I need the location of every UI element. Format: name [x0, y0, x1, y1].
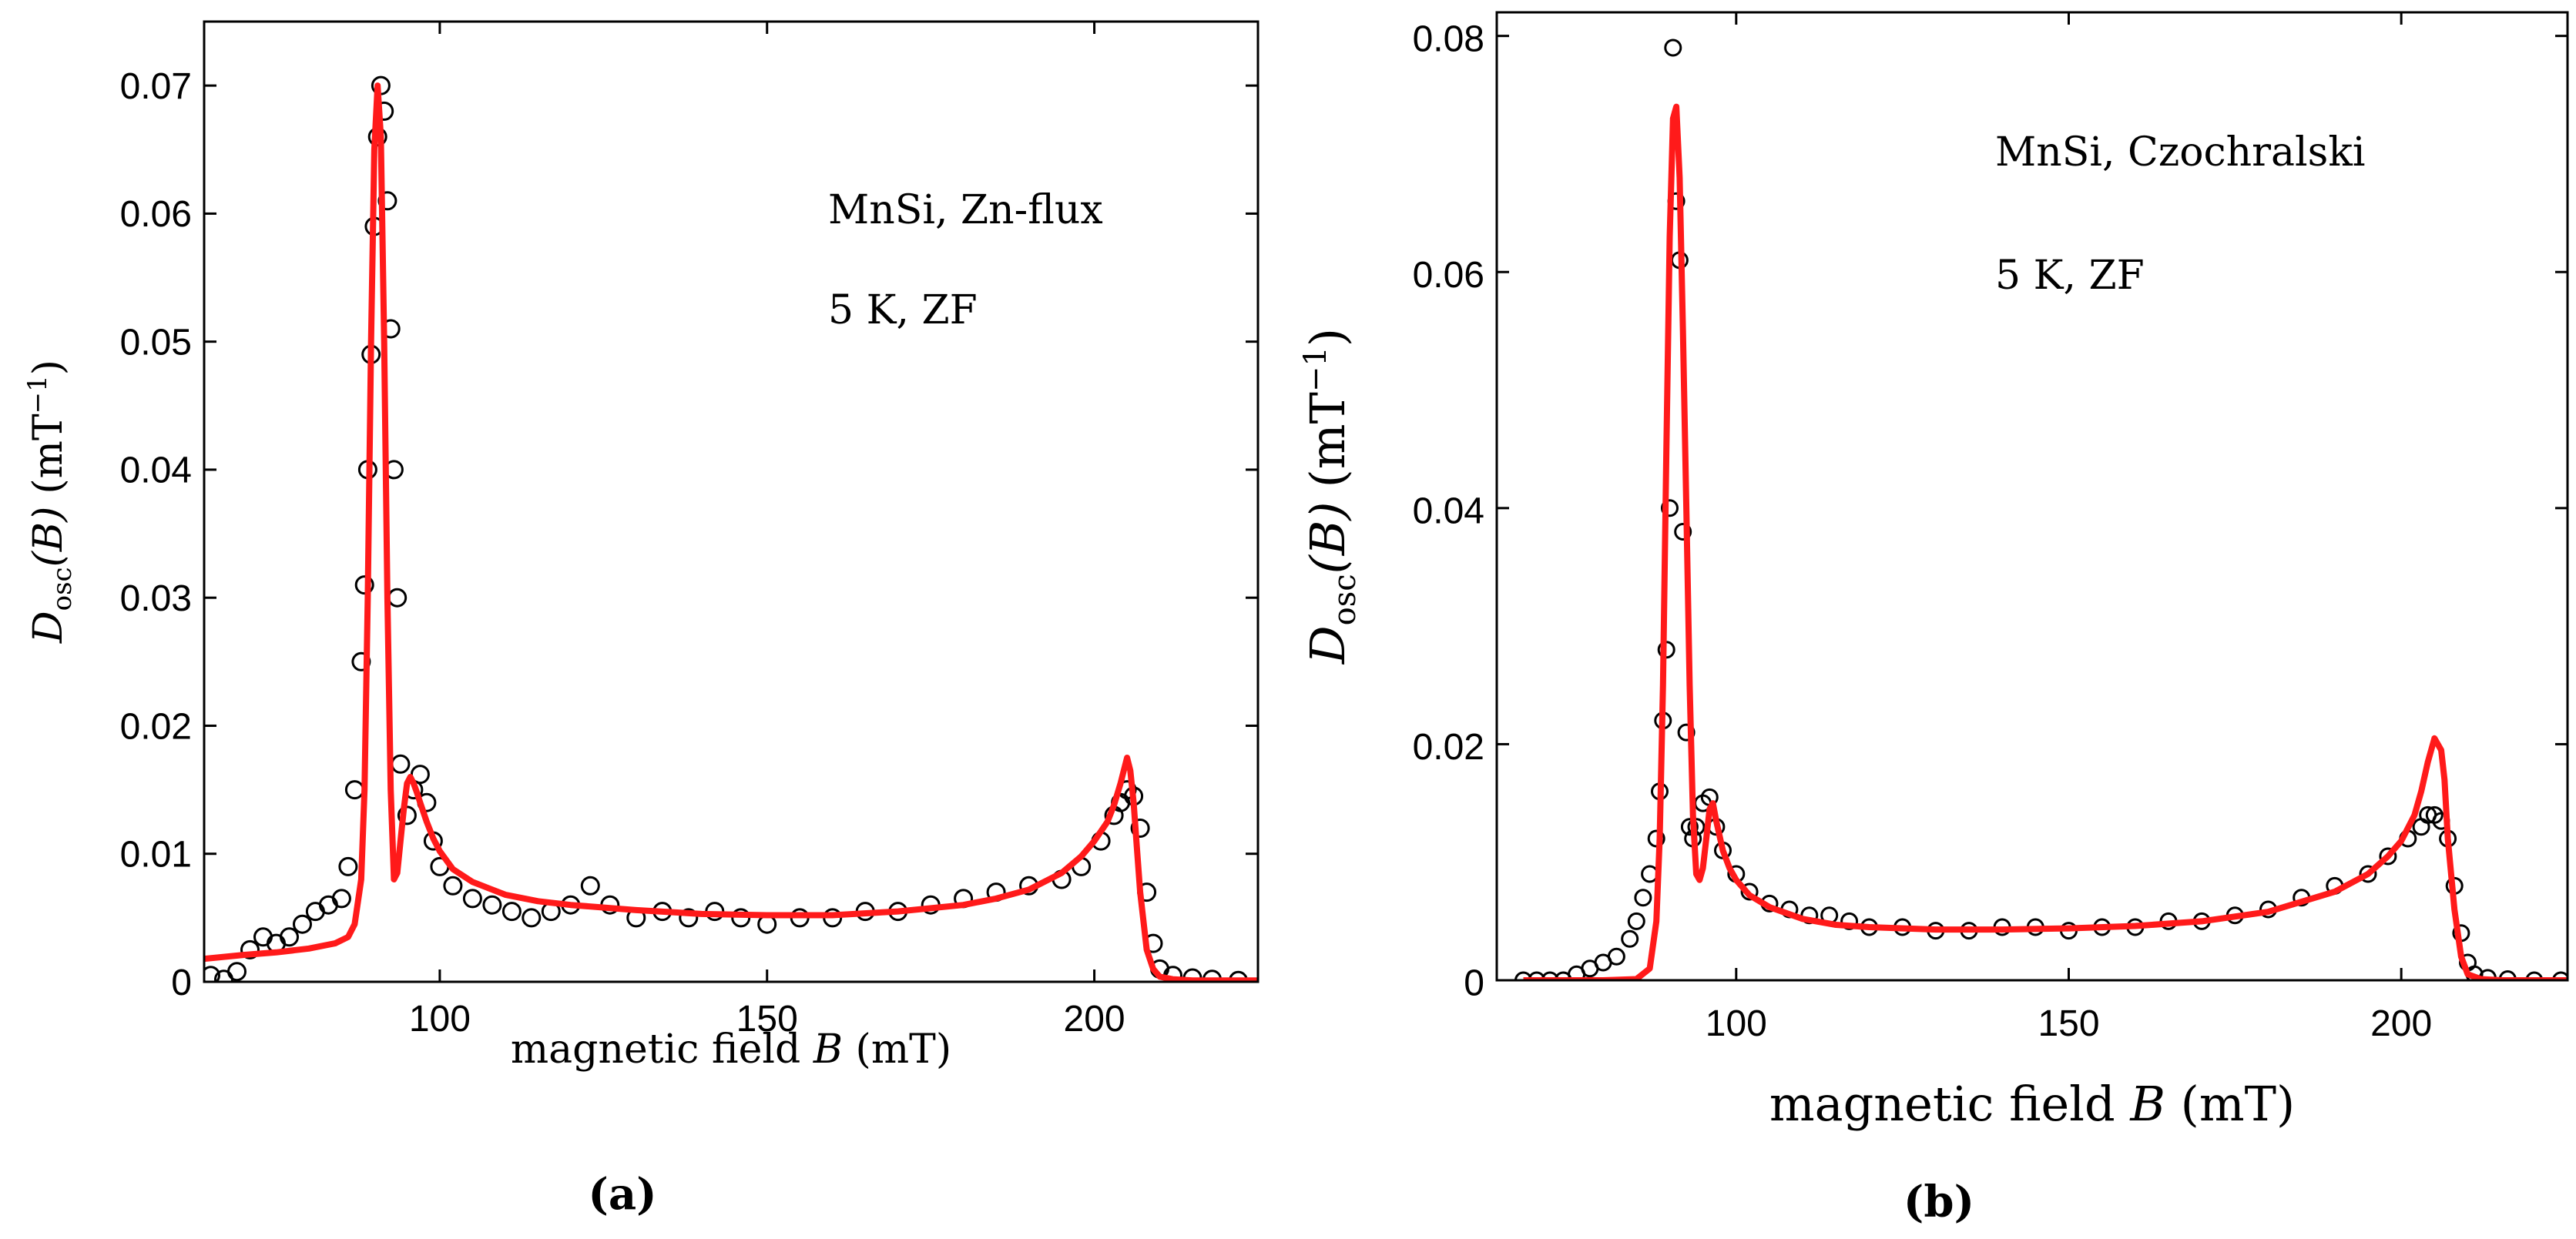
panel-a-y-tick-label: 0.06 [120, 194, 192, 235]
panel-a-data-point [204, 966, 220, 982]
panel-b-data-point [1514, 971, 1532, 980]
panel-a-data-point [354, 575, 374, 595]
panel-b-data-point [2412, 818, 2430, 836]
panel-b-data-point [1621, 929, 1639, 948]
panel-b-data-point [2525, 971, 2544, 980]
panel-a-data-point [227, 962, 247, 982]
panel-b-data-point [2379, 847, 2397, 866]
panel-b-data-point [1528, 971, 1546, 980]
panel-b-y-tick-label: 0 [1464, 963, 1484, 1004]
panel-b-data-point [1664, 39, 1682, 57]
panel-b-x-axis-label: magnetic field B (mT) [1769, 1076, 2295, 1132]
panel-a-y-tick-label: 0.01 [120, 835, 192, 876]
panel-a-x-axis-label: magnetic field B (mT) [511, 1026, 951, 1073]
panel-a-data-point [387, 588, 408, 608]
panel-b-data-point [1661, 499, 1679, 517]
panel-a-data-point [580, 876, 600, 896]
panel-a-y-tick-label: 0 [171, 963, 192, 1003]
panel-b-y-tick-label: 0.02 [1413, 727, 1484, 768]
panel-b-data-point [1840, 912, 1859, 930]
panel-a-fit-line [204, 82, 1258, 982]
panel-a-ticks: 100 150 200 0 0.01 0.02 0.03 0.04 0.05 0.06 0.07 [120, 22, 1258, 1040]
panel-b-data-point [2359, 865, 2377, 883]
panel-b-x-tick-label: 150 [2038, 1003, 2099, 1044]
panel-b-data-point [1740, 882, 1759, 901]
panel-a-data-point [293, 914, 312, 934]
panel-a-data-point [757, 914, 777, 934]
panel-a-data-point [391, 754, 411, 774]
panel-b-fit-line [1523, 103, 2568, 980]
panel-b-data-point [1634, 889, 1652, 907]
panel-b-plot-area [1514, 39, 2568, 980]
panel-a-y-axis-label: Dosc(B)(mT−1) [22, 360, 78, 644]
panel-a-y-tick-label: 0.07 [120, 66, 192, 107]
panel-b-data-point [1607, 947, 1625, 966]
panel-b-x-tick-label: 200 [2370, 1003, 2432, 1044]
panel-b-y-tick-label: 0.08 [1413, 18, 1484, 59]
panel-b-y-tick-label: 0.04 [1413, 491, 1484, 531]
panel-a-data-point [522, 908, 542, 928]
panel-a-x-tick-label: 100 [409, 999, 471, 1040]
panel-a-axes-box [203, 20, 1259, 983]
panel-b-y-tick-label: 0.06 [1413, 255, 1484, 296]
panel-a-data-point [482, 895, 502, 915]
panel-a-data-point [331, 889, 351, 909]
panel-a-data-point [443, 876, 463, 896]
panel-a-annotation-1: MnSi, Zn-flux [828, 187, 1103, 233]
panel-b-data-point [1674, 523, 1692, 541]
panel-b-data-point [1554, 971, 1572, 980]
panel-a-data-point [344, 780, 364, 800]
panel-a-y-tick-label: 0.04 [120, 450, 192, 491]
panel-a-x-tick-label: 150 [736, 999, 798, 1040]
panel-a-plot-area [204, 75, 1258, 982]
panel-a-y-tick-label: 0.02 [120, 706, 192, 747]
panel-a-data-point [240, 939, 260, 959]
panel-a-data-point [1130, 819, 1150, 838]
panel-b-data-point [1541, 971, 1559, 980]
panel-b-data-point [2551, 971, 2568, 980]
panel-a-data-point [501, 902, 522, 922]
panel-b-axes-box [1495, 11, 2569, 982]
panel-a-x-tick-label: 200 [1064, 999, 1125, 1040]
panel-b: 100 150 200 0 0.02 0.04 0.06 0.08 MnSi, Czochra… [1298, 11, 2569, 1227]
panel-b-annotation-1: MnSi, Czochralski [1995, 129, 2365, 176]
panel-a-data-point [338, 856, 358, 876]
panel-a-data-point [462, 889, 482, 909]
panel-b-annotation-2: 5 K, ZF [1995, 253, 2145, 299]
panel-a-data-point [305, 902, 325, 922]
panel-b-label: (b) [1903, 1177, 1974, 1227]
panel-a-annotation-2: 5 K, ZF [828, 287, 978, 333]
panel-b-data-point [1677, 723, 1696, 742]
panel-a-data-point [679, 908, 699, 928]
panel-a-data-point [280, 927, 299, 947]
panel-a-y-tick-label: 0.03 [120, 578, 192, 619]
panel-b-data-point [1627, 912, 1645, 930]
panel-a-y-tick-label: 0.05 [120, 322, 192, 363]
panel-b-y-axis-label: Dosc(B)(mT−1) [1298, 328, 1363, 665]
panel-b-data-point [1680, 818, 1699, 836]
panel-b-ticks: 100 150 200 0 0.02 0.04 0.06 0.08 [1413, 12, 2568, 1044]
panel-a: 100 150 200 0 0.01 0.02 0.03 0.04 0.05 0.06 0.07 M… [22, 20, 1259, 1220]
panel-a-label: (a) [588, 1169, 656, 1220]
panel-b-x-tick-label: 100 [1706, 1003, 1767, 1044]
